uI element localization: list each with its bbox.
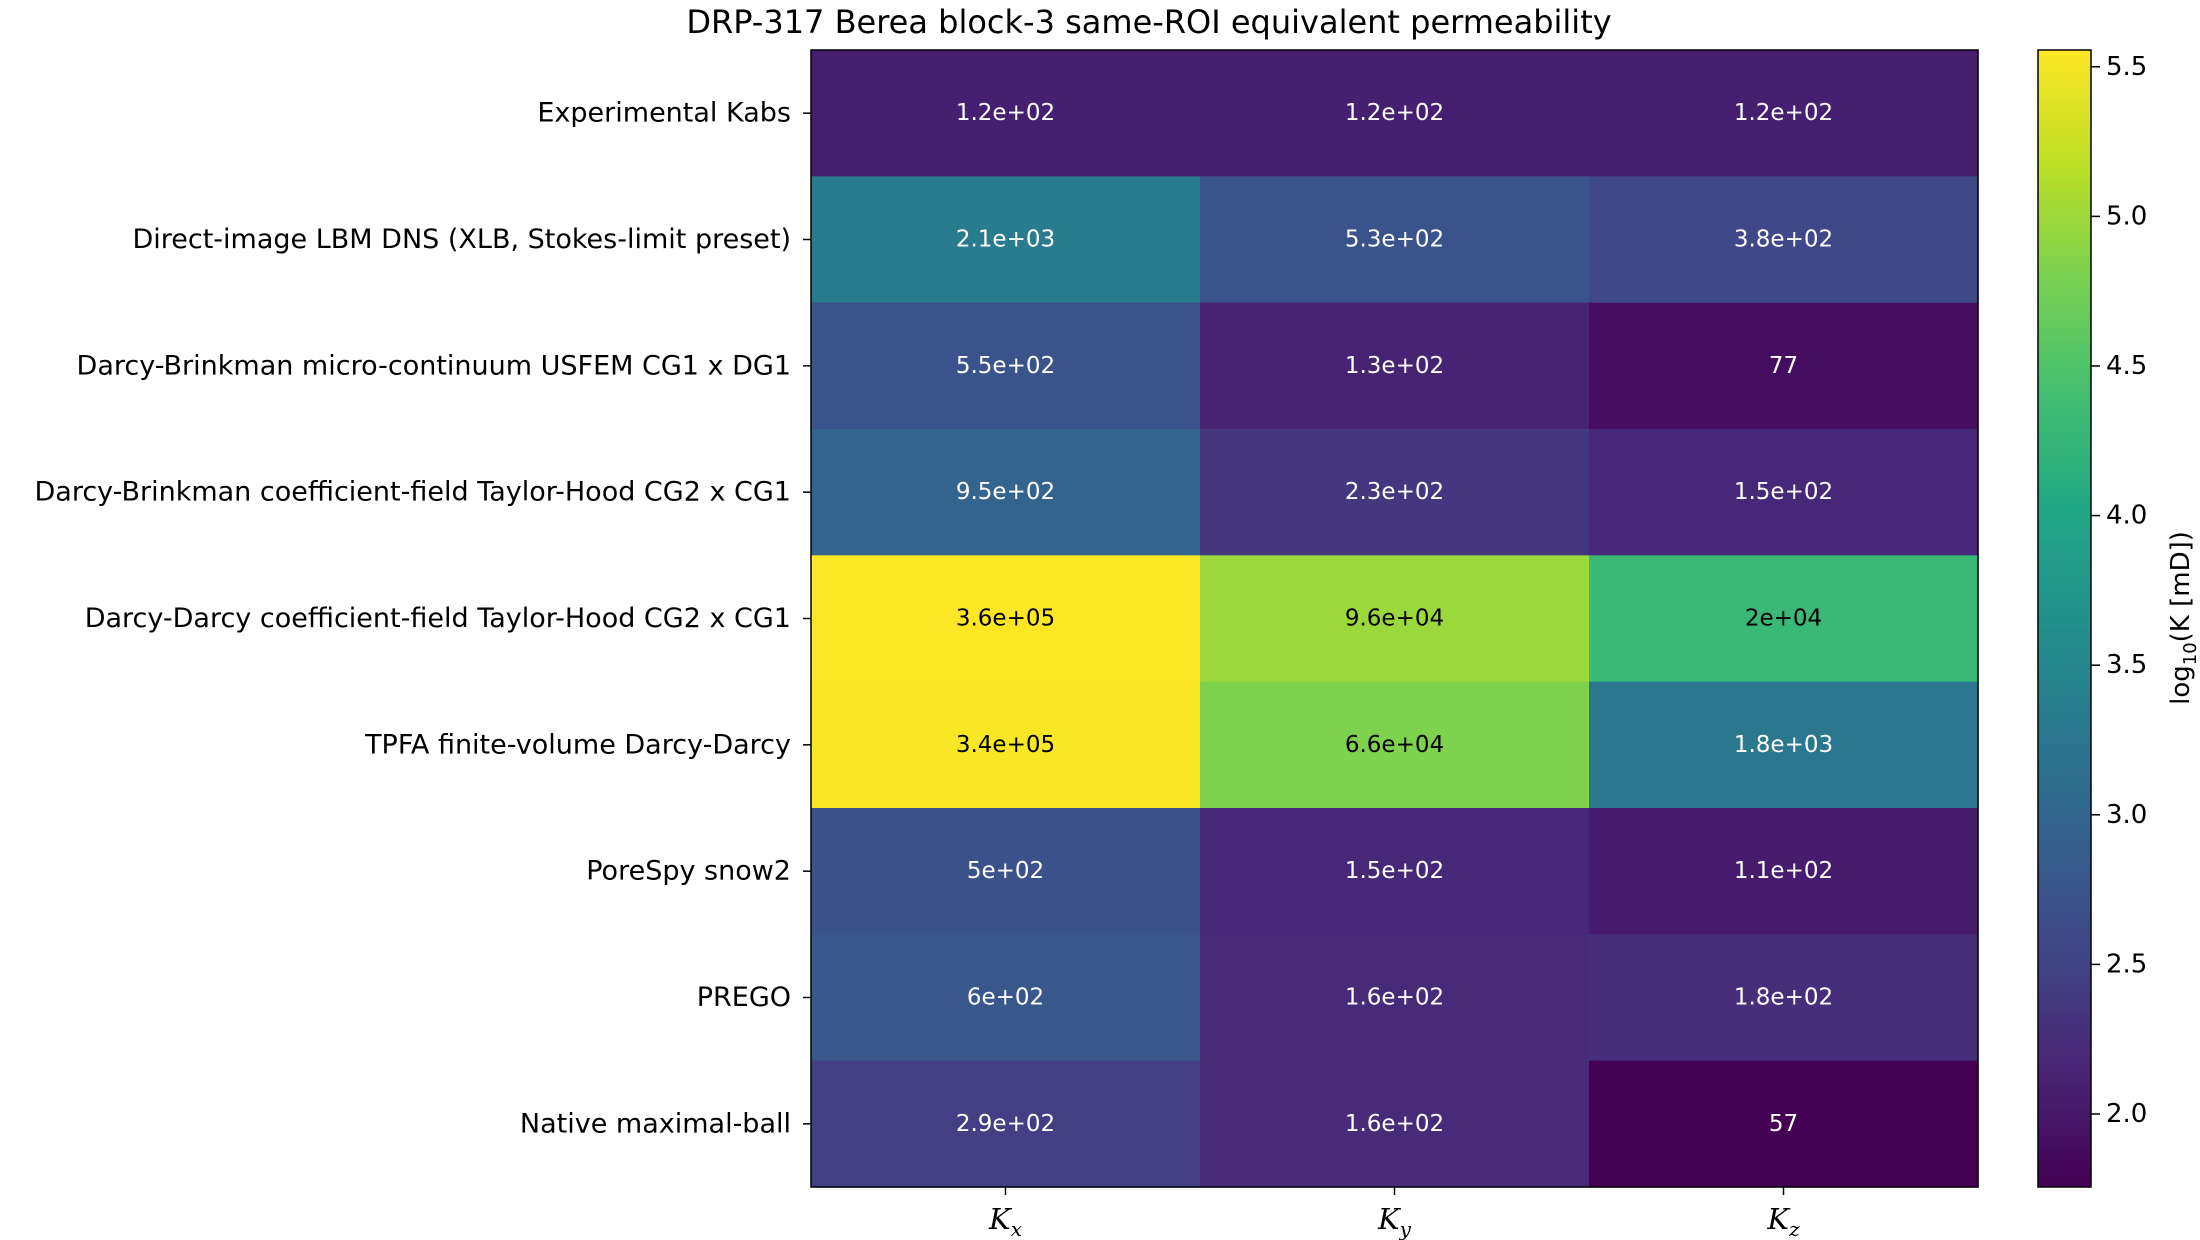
heatmap-cell [1589, 302, 1979, 430]
heatmap-cell-value: 5e+02 [967, 858, 1044, 884]
colorbar-tick-label: 3.5 [2106, 650, 2147, 680]
row-label: TPFA finite-volume Darcy-Darcy [364, 729, 791, 760]
heatmap-cell-value: 2.9e+02 [956, 1111, 1055, 1137]
row-label: Native maximal-ball [520, 1108, 791, 1139]
heatmap-cell-value: 1.2e+02 [956, 100, 1055, 126]
column-label-subscript: y [1399, 1217, 1412, 1240]
heatmap-cell [1589, 934, 1979, 1062]
heatmap-cell-value: 6.6e+04 [1345, 732, 1444, 758]
row-label: PoreSpy snow2 [586, 856, 791, 887]
row-axis: Experimental Kabs Direct-image LBM DNS (X… [34, 98, 811, 1139]
heatmap-cell-value: 57 [1769, 1111, 1798, 1137]
heatmap-cell [1200, 50, 1590, 177]
heatmap-cell [1589, 808, 1979, 935]
heatmap-cell-value: 3.8e+02 [1734, 227, 1833, 253]
heatmap-cell-value: 1.8e+02 [1734, 985, 1833, 1011]
colorbar-label-quantity: (K [mD]) [2166, 531, 2196, 642]
heatmap-cell [1589, 555, 1979, 683]
heatmap-cell-value: 2e+04 [1745, 606, 1822, 632]
heatmap-cell-value: 3.4e+05 [956, 732, 1055, 758]
column-axis: Kx Ky Kz [988, 1187, 1800, 1240]
heatmap-cell [811, 302, 1201, 430]
heatmap-cell [1589, 176, 1979, 304]
heatmap-cell [1200, 176, 1590, 304]
heatmap-cell [1589, 429, 1979, 556]
heatmap-cell-value: 1.6e+02 [1345, 985, 1444, 1011]
colorbar-ticks: 2.0 2.5 3.0 3.5 4.0 4.5 5.0 5.5 [2091, 52, 2147, 1129]
heatmap-cell-value: 3.6e+05 [956, 606, 1055, 632]
column-label: Kx [988, 1202, 1022, 1240]
column-label: Ky [1377, 1202, 1412, 1240]
heatmap-cell [811, 934, 1201, 1062]
heatmap-cell-value: 1.8e+03 [1734, 732, 1833, 758]
heatmap-cell-labels: 1.2e+02 1.2e+02 1.2e+02 2.1e+03 5.3e+02 3.8e+… [956, 100, 1833, 1137]
heatmap-cell-value: 1.1e+02 [1734, 858, 1833, 884]
column-label-subscript: z [1788, 1217, 1800, 1240]
heatmap-cell [811, 429, 1201, 556]
heatmap-cell [1200, 302, 1590, 430]
colorbar-label-log: log [2166, 665, 2196, 705]
column-label: Kz [1766, 1202, 1800, 1240]
heatmap-cell [811, 176, 1201, 304]
column-label-main: K [1377, 1202, 1402, 1236]
heatmap-cell-value: 1.5e+02 [1734, 479, 1833, 505]
heatmap-cell-value: 1.5e+02 [1345, 858, 1444, 884]
heatmap-cell [1200, 429, 1590, 556]
heatmap-cell [1589, 681, 1979, 809]
colorbar-tick-label: 3.0 [2106, 800, 2147, 830]
colorbar-tick-label: 2.0 [2106, 1099, 2147, 1129]
heatmap-cell [811, 681, 1201, 809]
row-label: Darcy-Darcy coefficient-field Taylor-Hoo… [85, 603, 791, 634]
row-label: PREGO [697, 982, 791, 1013]
row-label: Experimental Kabs [537, 98, 791, 129]
column-label-main: K [1766, 1202, 1791, 1236]
heatmap-cell [1200, 934, 1590, 1062]
heatmap-cell [811, 555, 1201, 683]
colorbar [2037, 49, 2092, 1188]
heatmap-cell-value: 6e+02 [967, 985, 1044, 1011]
heatmap-cell [1589, 50, 1979, 177]
row-label: Darcy-Brinkman coefficient-field Taylor-… [34, 477, 791, 508]
row-label: Darcy-Brinkman micro-continuum USFEM CG1… [77, 350, 791, 381]
row-label: Direct-image LBM DNS (XLB, Stokes-limit … [132, 224, 791, 255]
heatmap-cell [1200, 1060, 1590, 1188]
colorbar-tick-label: 5.5 [2106, 52, 2147, 82]
heatmap-cell-value: 9.5e+02 [956, 479, 1055, 505]
heatmap-cell [1200, 808, 1590, 935]
colorbar-label: log10(K [mD]) [2166, 531, 2200, 705]
column-label-main: K [988, 1202, 1013, 1236]
heatmap-cell-value: 1.2e+02 [1345, 100, 1444, 126]
chart-title: DRP-317 Berea block-3 same-ROI equivalen… [686, 3, 1611, 41]
heatmap-cell-value: 2.1e+03 [956, 227, 1055, 253]
heatmap-cell [811, 50, 1201, 177]
heatmap-cell-value: 5.5e+02 [956, 353, 1055, 379]
heatmap-cell-value: 1.6e+02 [1345, 1111, 1444, 1137]
heatmap-cell-value: 1.2e+02 [1734, 100, 1833, 126]
heatmap-cell [1200, 555, 1590, 683]
heatmap-cell [1589, 1060, 1979, 1188]
colorbar-tick-label: 4.5 [2106, 351, 2147, 381]
colorbar-tick-label: 2.5 [2106, 949, 2147, 979]
colorbar-tick-label: 4.0 [2106, 501, 2147, 531]
colorbar-label-base: 10 [2180, 642, 2200, 665]
column-label-subscript: x [1011, 1217, 1022, 1240]
heatmap-cell-value: 1.3e+02 [1345, 353, 1444, 379]
heatmap-cell-value: 9.6e+04 [1345, 606, 1444, 632]
heatmap-cell-value: 5.3e+02 [1345, 227, 1444, 253]
heatmap-cell [811, 808, 1201, 935]
heatmap-cell [811, 1060, 1201, 1188]
heatmap-cell [1200, 681, 1590, 809]
heatmap-cell-value: 2.3e+02 [1345, 479, 1444, 505]
heatmap-cell-value: 77 [1769, 353, 1798, 379]
colorbar-tick-label: 5.0 [2106, 201, 2147, 231]
heatmap-cells [811, 50, 1979, 1188]
